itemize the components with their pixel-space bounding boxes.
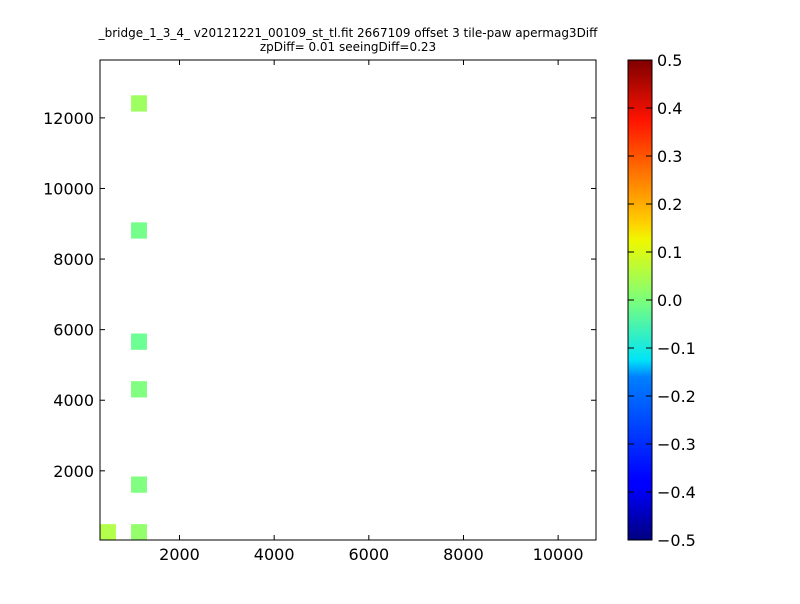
heatmap-cell bbox=[131, 476, 147, 493]
colorbar-ticks: 0.5 0.4 0.3 0.2 0.1 0.0 −0.1 −0.2 −0.3 −0.4 −0.5 bbox=[628, 51, 696, 550]
colorbar-tick-label: 0.4 bbox=[657, 99, 682, 118]
x-axis: 2000 4000 6000 8000 10000 bbox=[159, 60, 584, 564]
heatmap-cell bbox=[131, 95, 147, 112]
colorbar-tick-label: 0.1 bbox=[657, 243, 682, 262]
y-tick-label: 8000 bbox=[53, 250, 94, 269]
y-tick-label: 12000 bbox=[43, 109, 94, 128]
chart-title-line1: _bridge_1_3_4_ v20121221_00109_st_tl.fit… bbox=[98, 26, 599, 40]
colorbar-tick-label: 0.2 bbox=[657, 195, 682, 214]
plot-frame bbox=[99, 59, 597, 541]
colorbar-tick-label: −0.4 bbox=[657, 483, 696, 502]
colorbar-tick-label: 0.5 bbox=[657, 51, 682, 70]
colorbar-tick-label: 0.0 bbox=[657, 291, 682, 310]
chart-title-line2: zpDiff= 0.01 seeingDiff=0.23 bbox=[260, 40, 436, 54]
x-tick-label: 6000 bbox=[348, 545, 389, 564]
y-tick-label: 6000 bbox=[53, 321, 94, 340]
colorbar-tick-label: −0.3 bbox=[657, 435, 696, 454]
colorbar-tick-label: 0.3 bbox=[657, 147, 682, 166]
heatmap-cell bbox=[131, 381, 147, 398]
x-tick-label: 4000 bbox=[254, 545, 295, 564]
heatmap-cell bbox=[100, 524, 116, 541]
y-axis: 2000 4000 6000 8000 10000 12000 bbox=[43, 109, 596, 481]
y-tick-label: 10000 bbox=[43, 179, 94, 198]
y-tick-label: 4000 bbox=[53, 391, 94, 410]
colorbar-tick-label: −0.1 bbox=[657, 339, 696, 358]
heatmap-cell bbox=[131, 222, 147, 239]
x-tick-label: 8000 bbox=[443, 545, 484, 564]
y-tick-label: 2000 bbox=[53, 462, 94, 481]
colorbar-tick-label: −0.2 bbox=[657, 387, 696, 406]
heatmap-cells bbox=[100, 95, 147, 541]
x-tick-label: 2000 bbox=[159, 545, 200, 564]
heatmap-cell bbox=[131, 524, 147, 541]
x-tick-label: 10000 bbox=[533, 545, 584, 564]
heatmap-cell bbox=[131, 333, 147, 350]
colorbar-tick-label: −0.5 bbox=[657, 531, 696, 550]
